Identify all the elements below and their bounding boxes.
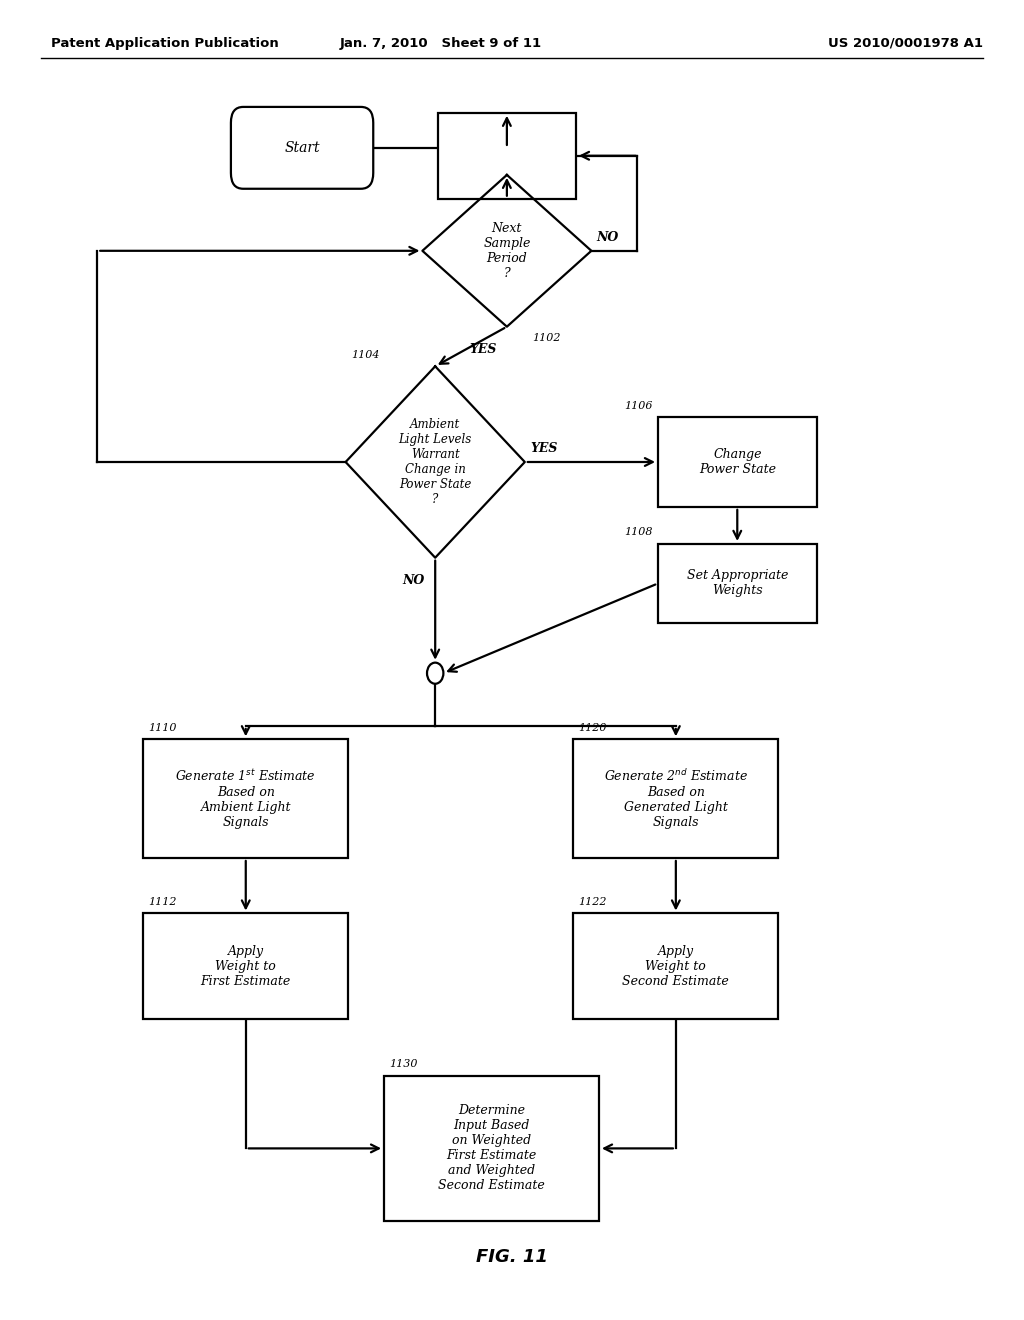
Text: Jan. 7, 2010   Sheet 9 of 11: Jan. 7, 2010 Sheet 9 of 11 <box>339 37 542 50</box>
Text: 1120: 1120 <box>579 722 607 733</box>
Text: 1112: 1112 <box>148 896 177 907</box>
Text: US 2010/0001978 A1: US 2010/0001978 A1 <box>828 37 983 50</box>
FancyBboxPatch shape <box>384 1076 599 1221</box>
FancyBboxPatch shape <box>438 112 575 198</box>
Circle shape <box>427 663 443 684</box>
Text: 1130: 1130 <box>389 1059 418 1069</box>
Text: Next
Sample
Period
?: Next Sample Period ? <box>483 222 530 280</box>
Text: Patent Application Publication: Patent Application Publication <box>51 37 279 50</box>
FancyBboxPatch shape <box>143 739 348 858</box>
Text: 1122: 1122 <box>579 896 607 907</box>
FancyBboxPatch shape <box>573 913 778 1019</box>
Text: Generate 2$^{nd}$ Estimate
Based on
Generated Light
Signals: Generate 2$^{nd}$ Estimate Based on Gene… <box>604 768 748 829</box>
Text: NO: NO <box>402 573 425 586</box>
FancyBboxPatch shape <box>573 739 778 858</box>
FancyBboxPatch shape <box>143 913 348 1019</box>
Text: Apply
Weight to
Second Estimate: Apply Weight to Second Estimate <box>623 945 729 987</box>
Text: 1108: 1108 <box>625 527 653 537</box>
Text: Start: Start <box>285 141 319 154</box>
Text: 1104: 1104 <box>350 350 379 359</box>
Text: 1102: 1102 <box>532 333 561 343</box>
Text: NO: NO <box>596 231 618 244</box>
Text: Change
Power State: Change Power State <box>698 447 776 477</box>
Text: Generate 1$^{st}$ Estimate
Based on
Ambient Light
Signals: Generate 1$^{st}$ Estimate Based on Ambi… <box>175 768 316 829</box>
Text: Set Appropriate
Weights: Set Appropriate Weights <box>687 569 787 598</box>
Text: Determine
Input Based
on Weighted
First Estimate
and Weighted
Second Estimate: Determine Input Based on Weighted First … <box>438 1105 545 1192</box>
Text: 1106: 1106 <box>625 400 653 411</box>
Text: 1110: 1110 <box>148 722 177 733</box>
Text: YES: YES <box>469 342 497 355</box>
FancyBboxPatch shape <box>657 417 817 507</box>
FancyBboxPatch shape <box>657 544 817 623</box>
Text: Ambient
Light Levels
Warrant
Change in
Power State
?: Ambient Light Levels Warrant Change in P… <box>398 418 472 506</box>
FancyBboxPatch shape <box>230 107 373 189</box>
Text: Apply
Weight to
First Estimate: Apply Weight to First Estimate <box>201 945 291 987</box>
Text: YES: YES <box>530 442 557 455</box>
Text: FIG. 11: FIG. 11 <box>476 1247 548 1266</box>
